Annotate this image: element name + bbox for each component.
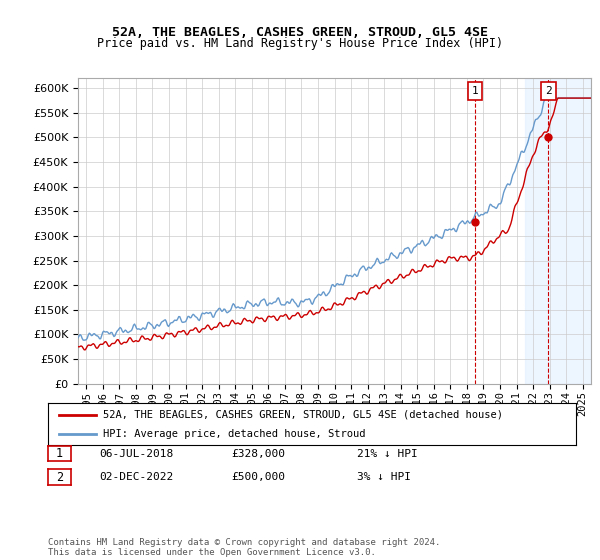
Text: Contains HM Land Registry data © Crown copyright and database right 2024.
This d: Contains HM Land Registry data © Crown c…	[48, 538, 440, 557]
Text: 3% ↓ HPI: 3% ↓ HPI	[357, 472, 411, 482]
Text: 21% ↓ HPI: 21% ↓ HPI	[357, 449, 418, 459]
Text: Price paid vs. HM Land Registry's House Price Index (HPI): Price paid vs. HM Land Registry's House …	[97, 37, 503, 50]
Text: 52A, THE BEAGLES, CASHES GREEN, STROUD, GL5 4SE: 52A, THE BEAGLES, CASHES GREEN, STROUD, …	[112, 26, 488, 39]
Text: 06-JUL-2018: 06-JUL-2018	[99, 449, 173, 459]
Bar	[525, 78, 591, 384]
Text: 02-DEC-2022: 02-DEC-2022	[99, 472, 173, 482]
Text: 2: 2	[56, 470, 63, 484]
Text: 1: 1	[56, 447, 63, 460]
Text: £500,000: £500,000	[231, 472, 285, 482]
Text: 2: 2	[545, 86, 551, 96]
Text: £328,000: £328,000	[231, 449, 285, 459]
Text: 52A, THE BEAGLES, CASHES GREEN, STROUD, GL5 4SE (detached house): 52A, THE BEAGLES, CASHES GREEN, STROUD, …	[103, 409, 503, 419]
Text: 1: 1	[472, 86, 479, 96]
Text: HPI: Average price, detached house, Stroud: HPI: Average price, detached house, Stro…	[103, 429, 366, 439]
